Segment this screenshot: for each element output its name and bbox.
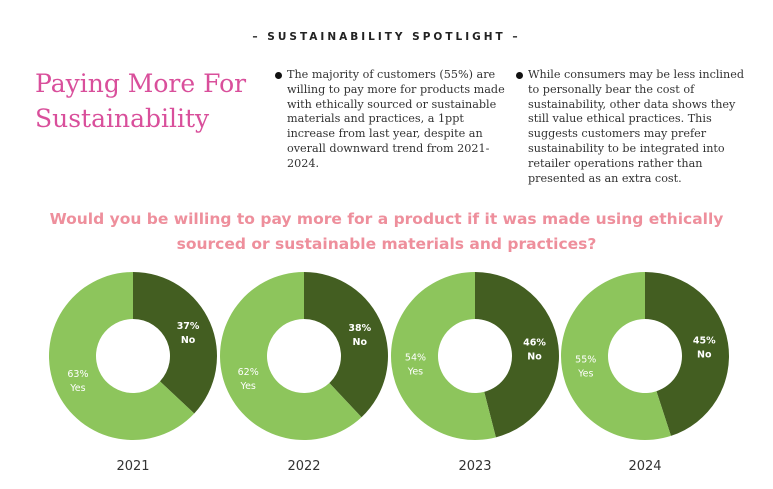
slice-label-yes-percent: 62% <box>238 367 259 378</box>
section-kicker: – SUSTAINABILITY SPOTLIGHT – <box>252 31 521 43</box>
slice-label-no-name: No <box>527 351 542 362</box>
bullet-point-1: The majority of customers (55%) are will… <box>275 68 505 172</box>
slice-label-no-percent: 37% <box>177 321 200 332</box>
slice-label-yes-name: Yes <box>69 383 85 394</box>
slice-label-no-percent: 38% <box>348 323 371 334</box>
slice-label-yes-name: Yes <box>240 381 256 392</box>
slice-label-no-name: No <box>353 337 368 348</box>
slice-label-no-name: No <box>697 350 712 361</box>
slice-label-no-percent: 46% <box>523 337 546 348</box>
bullet-dot-icon <box>516 72 523 79</box>
slice-label-no-percent: 45% <box>693 336 716 347</box>
donut-slice-no <box>475 272 559 438</box>
year-label: 2022 <box>287 459 320 474</box>
slice-label-yes-percent: 55% <box>575 354 596 365</box>
year-label: 2021 <box>116 459 149 474</box>
donut-charts: 37% No 63% Yes 2021 38% No 62% Yes 2022 46% No 54% Ye… <box>49 272 729 474</box>
donut-slice-no <box>304 272 388 418</box>
bullet-dot-icon <box>275 72 282 79</box>
donut-slice-yes <box>49 272 195 440</box>
donut-slice-yes <box>560 272 671 440</box>
donut-slice-no <box>133 272 217 414</box>
slice-label-yes-name: Yes <box>407 367 423 378</box>
bullet-text: While consumers may be less inclined to … <box>528 68 744 185</box>
year-label: 2024 <box>628 459 661 474</box>
slice-label-yes-percent: 63% <box>67 369 88 380</box>
page-title: Paying More For Sustainability <box>35 69 247 133</box>
slice-label-yes-percent: 54% <box>405 353 426 364</box>
year-label: 2023 <box>458 459 491 474</box>
donut-slice-yes <box>219 272 362 440</box>
donut-slice-no <box>645 272 729 436</box>
bullet-point-2: While consumers may be less inclined to … <box>516 68 746 186</box>
slice-label-yes-name: Yes <box>577 368 593 379</box>
chart-title: Would you be willing to pay more for a p… <box>49 210 724 253</box>
slice-label-no-name: No <box>181 335 196 346</box>
bullet-text: The majority of customers (55%) are will… <box>287 68 505 170</box>
donut-slice-yes <box>391 272 496 440</box>
